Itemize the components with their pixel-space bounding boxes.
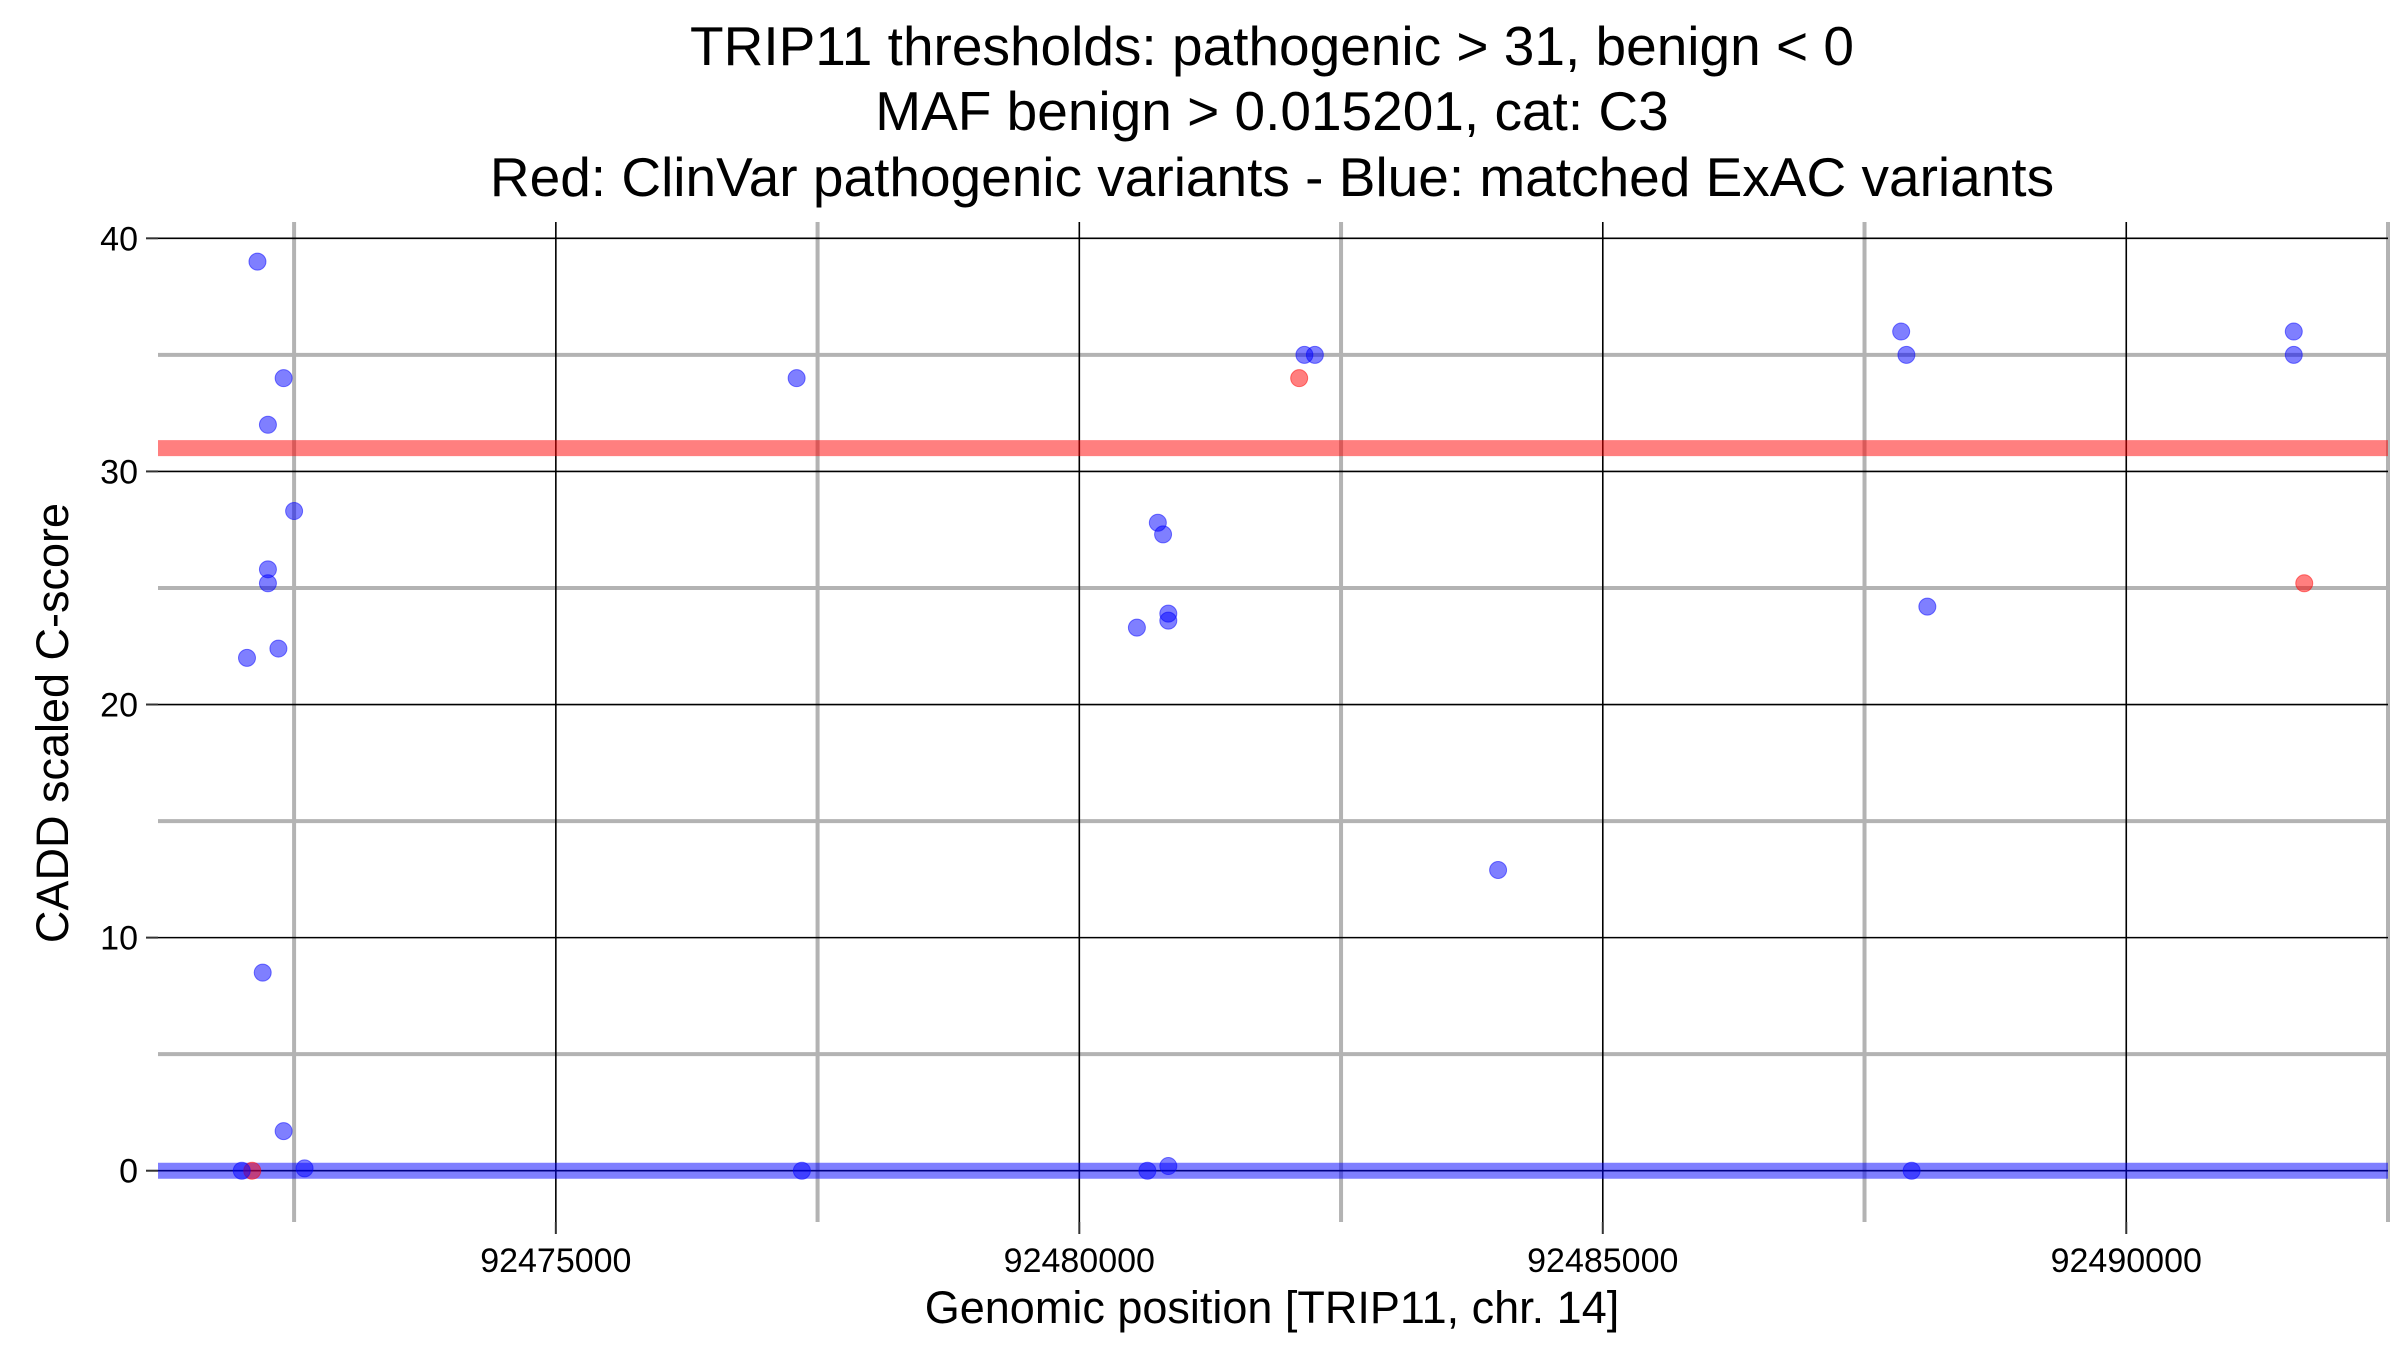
red-data-point — [1290, 369, 1309, 388]
chart-title: TRIP11 thresholds: pathogenic > 31, beni… — [490, 15, 2054, 208]
blue-data-point — [2284, 345, 2303, 364]
blue-data-point — [253, 963, 272, 982]
blue-data-point — [1918, 597, 1937, 616]
chart-title-line-3: Red: ClinVar pathogenic variants - Blue:… — [490, 146, 2054, 208]
blue-data-point — [237, 648, 256, 667]
blue-data-point — [2284, 322, 2303, 341]
blue-data-point — [1154, 525, 1173, 544]
y-tick-label: 40 — [100, 220, 138, 258]
blue-data-point — [248, 252, 267, 271]
blue-data-point — [1489, 861, 1508, 880]
red-data-point — [2295, 574, 2314, 593]
blue-data-point — [1305, 345, 1324, 364]
blue-data-point — [232, 1161, 251, 1180]
y-tick-label: 0 — [119, 1153, 138, 1191]
chart-title-line-2: MAF benign > 0.015201, cat: C3 — [875, 80, 1668, 142]
x-axis: 92475000 92480000 92485000 92490000 — [480, 1222, 2202, 1280]
blue-data-point — [787, 369, 806, 388]
blue-data-point — [285, 502, 304, 521]
blue-data-point — [274, 369, 293, 388]
blue-data-point — [1902, 1161, 1921, 1180]
blue-data-point — [792, 1161, 811, 1180]
y-tick-label: 20 — [100, 687, 138, 725]
y-tick-label: 30 — [100, 453, 138, 491]
blue-data-point — [258, 574, 277, 593]
y-tick-label: 10 — [100, 920, 138, 958]
major-gridlines — [158, 222, 2388, 1222]
y-axis: 0 10 20 30 40 — [100, 220, 158, 1191]
x-tick-label: 92490000 — [2051, 1242, 2202, 1280]
data-points — [232, 252, 2314, 1180]
chart-title-line-1: TRIP11 thresholds: pathogenic > 31, beni… — [690, 15, 1854, 77]
blue-data-point — [1138, 1161, 1157, 1180]
blue-data-point — [1159, 1157, 1178, 1176]
blue-data-point — [1127, 618, 1146, 637]
x-tick-label: 92485000 — [1527, 1242, 1678, 1280]
x-tick-label: 92475000 — [480, 1242, 631, 1280]
blue-data-point — [1897, 345, 1916, 364]
blue-data-point — [274, 1122, 293, 1141]
minor-gridlines — [158, 222, 2390, 1222]
blue-data-point — [1892, 322, 1911, 341]
x-tick-label: 92480000 — [1004, 1242, 1155, 1280]
x-axis-title: Genomic position [TRIP11, chr. 14] — [925, 1282, 1620, 1333]
y-axis-title: CADD scaled C-score — [27, 503, 78, 943]
blue-data-point — [258, 415, 277, 434]
threshold-lines — [158, 440, 2388, 1179]
blue-data-point — [295, 1159, 314, 1178]
blue-data-point — [269, 639, 288, 658]
blue-data-point — [1159, 611, 1178, 630]
